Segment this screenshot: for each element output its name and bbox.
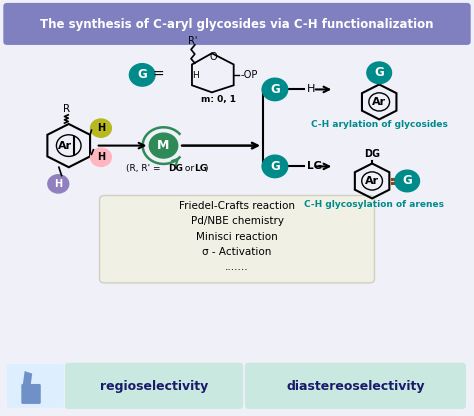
Circle shape	[262, 78, 288, 101]
Circle shape	[395, 170, 419, 192]
FancyBboxPatch shape	[21, 384, 41, 404]
Text: ): )	[205, 164, 208, 173]
Circle shape	[262, 155, 288, 178]
Text: σ - Activation: σ - Activation	[202, 247, 272, 257]
Circle shape	[149, 133, 178, 158]
FancyBboxPatch shape	[7, 364, 64, 408]
Text: Ar: Ar	[365, 176, 379, 186]
Text: M: M	[157, 139, 170, 152]
Circle shape	[48, 175, 69, 193]
FancyBboxPatch shape	[100, 196, 374, 283]
Text: H: H	[97, 123, 105, 133]
Circle shape	[367, 62, 392, 84]
Text: Minisci reaction: Minisci reaction	[196, 232, 278, 242]
Text: H: H	[97, 152, 105, 162]
Text: R': R'	[188, 36, 198, 46]
Text: G: G	[137, 68, 147, 82]
Text: or: or	[182, 164, 198, 173]
Text: Pd/NBE chemistry: Pd/NBE chemistry	[191, 216, 283, 226]
Text: Ar: Ar	[372, 97, 386, 107]
Text: diastereoselectivity: diastereoselectivity	[286, 379, 425, 393]
FancyBboxPatch shape	[65, 363, 243, 409]
Text: G: G	[270, 160, 280, 173]
Text: Friedel-Crafts reaction: Friedel-Crafts reaction	[179, 201, 295, 211]
Text: H: H	[192, 71, 199, 80]
Text: C-H glycosylation of arenes: C-H glycosylation of arenes	[304, 200, 445, 209]
Text: O: O	[209, 52, 217, 62]
Text: H: H	[54, 179, 63, 189]
Text: DG: DG	[168, 164, 183, 173]
Text: G: G	[374, 66, 384, 79]
Circle shape	[91, 148, 111, 166]
Text: -OP: -OP	[240, 70, 258, 80]
Text: Ar: Ar	[58, 141, 72, 151]
Text: The synthesis of C-aryl glycosides via C-H functionalization: The synthesis of C-aryl glycosides via C…	[40, 17, 434, 31]
Text: LG: LG	[194, 164, 208, 173]
FancyBboxPatch shape	[245, 363, 466, 409]
Polygon shape	[23, 371, 32, 388]
Text: =: =	[153, 68, 164, 82]
Text: R: R	[63, 104, 70, 114]
Text: (R, R' =: (R, R' =	[126, 164, 164, 173]
Text: m: 0, 1: m: 0, 1	[201, 94, 236, 104]
FancyBboxPatch shape	[3, 3, 471, 45]
Text: DG: DG	[364, 149, 380, 159]
Text: C-H arylation of glycosides: C-H arylation of glycosides	[311, 120, 447, 129]
Text: LG: LG	[307, 161, 322, 171]
Text: regioselectivity: regioselectivity	[100, 379, 208, 393]
Circle shape	[129, 64, 155, 86]
Circle shape	[91, 119, 111, 137]
Text: G: G	[402, 174, 412, 188]
Text: H: H	[307, 84, 316, 94]
Text: G: G	[270, 83, 280, 96]
Text: .......: .......	[225, 262, 249, 272]
